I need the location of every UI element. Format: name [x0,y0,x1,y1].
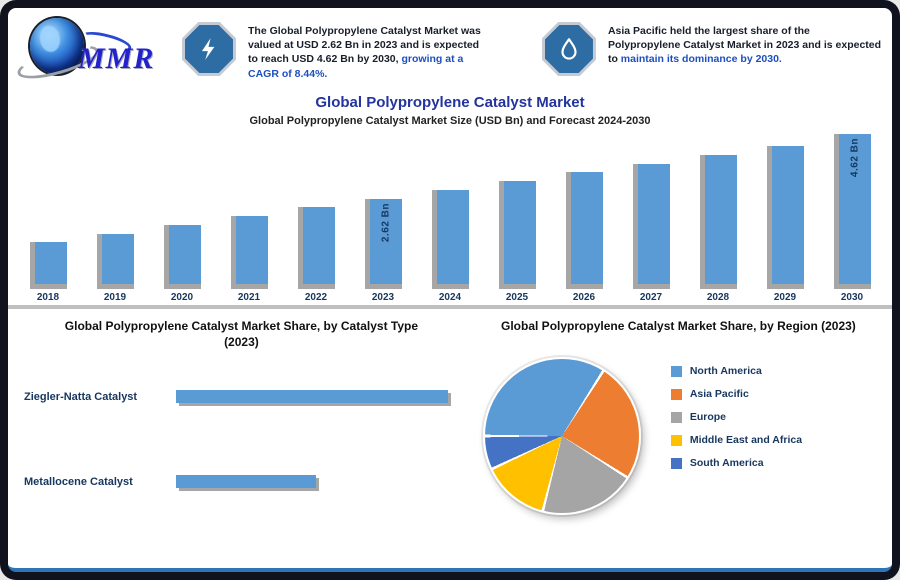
bottom-sections: Global Polypropylene Catalyst Market Sha… [18,309,882,553]
pie-legend: North America Asia Pacific Europe Middle Ea… [670,365,803,480]
catalyst-type-row: Ziegler-Natta Catalyst [24,390,459,404]
infographic-body: MMR The Global Polypropylene Catalyst Ma… [8,8,892,572]
x-axis-year-label: 2019 [103,292,127,303]
bar-column: 2018 [26,242,70,303]
market-size-bar [29,242,67,289]
catalyst-type-row: Metallocene Catalyst [24,475,459,489]
bar-column: 4.62 Bn 2030 [830,134,874,303]
x-axis-year-label: 2024 [438,292,462,303]
page-title: Global Polypropylene Catalyst Market [315,94,585,111]
bar-column: 2.62 Bn 2023 [361,198,405,303]
market-size-bar [766,146,804,289]
bar-column: 2025 [495,181,539,303]
legend-label: North America [689,365,762,378]
x-axis-year-label: 2021 [237,292,261,303]
lightning-icon [201,38,215,60]
logo-text: MMR [78,42,155,75]
legend-swatch [670,365,682,377]
market-size-bar [163,224,201,289]
legend-label: Asia Pacific [689,388,749,401]
header: MMR The Global Polypropylene Catalyst Ma… [14,8,882,88]
catalyst-type-bar [176,390,448,404]
bar-column: 2021 [227,215,271,303]
stat-market-size-text: The Global Polypropylene Catalyst Market… [248,25,481,80]
market-size-bar: 2.62 Bn [364,198,402,289]
stat-highlight: growing at a CAGR of 8.44%. [248,53,464,80]
legend-swatch [670,411,682,423]
x-axis-year-label: 2030 [840,292,864,303]
x-axis-year-label: 2027 [639,292,663,303]
legend-label: Middle East and Africa [689,434,803,447]
title-block: Global Polypropylene Catalyst Market Glo… [18,94,882,127]
legend-item: Asia Pacific [670,388,802,401]
legend-item: South America [670,457,802,470]
badge-market-size [182,22,236,76]
market-size-bar: 4.62 Bn [833,134,871,289]
market-size-bar [632,163,670,289]
legend-swatch [670,388,682,400]
stat-box-region: Asia Pacific held the largest share of t… [541,22,882,76]
x-axis-year-label: 2025 [505,292,529,303]
x-axis-year-label: 2018 [36,292,60,303]
bar-column: 2029 [763,146,807,303]
x-axis-year-label: 2026 [572,292,596,303]
bar-column: 2028 [696,155,740,303]
bar-value-label: 2.62 Bn [380,202,391,243]
market-size-bar [96,233,134,289]
x-axis-year-label: 2029 [773,292,797,303]
region-pie-chart [482,356,641,515]
bar-column: 2026 [562,172,606,303]
bar-column: 2019 [93,233,137,303]
bar-value-label: 4.62 Bn [849,138,860,178]
legend-label: South America [689,457,764,470]
catalyst-type-title: Global Polypropylene Catalyst Market Sha… [64,319,419,349]
region-share-section: Global Polypropylene Catalyst Market Sha… [465,309,882,553]
x-axis-year-label: 2028 [706,292,730,303]
market-size-bar [699,155,737,289]
x-axis-year-label: 2023 [371,292,395,303]
x-axis-year-label: 2022 [304,292,328,303]
x-axis-year-label: 2020 [170,292,194,303]
region-share-title: Global Polypropylene Catalyst Market Sha… [501,319,856,333]
market-size-bar [431,190,469,289]
legend-swatch [670,457,682,469]
bar-column: 2027 [629,163,673,303]
bar-column: 2024 [428,190,472,303]
stat-box-market-size: The Global Polypropylene Catalyst Market… [182,22,486,81]
legend-label: Europe [689,411,726,424]
droplet-icon [561,38,577,60]
catalyst-type-bars: Ziegler-Natta Catalyst Metallocene Cataly… [24,390,459,489]
legend-swatch [670,434,682,446]
stat-region-text: Asia Pacific held the largest share of t… [607,25,882,66]
legend-item: North America [670,365,802,378]
catalyst-type-label: Metallocene Catalyst [24,475,133,488]
market-size-bar [297,207,335,289]
page-subtitle: Global Polypropylene Catalyst Market Siz… [249,115,651,127]
catalyst-type-label: Ziegler-Natta Catalyst [24,390,138,403]
market-size-bar [230,215,268,289]
bar-column: 2022 [294,207,338,303]
catalyst-type-bar [176,475,316,489]
globe-icon [30,18,84,74]
stat-highlight: maintain its dominance by 2030. [620,53,782,66]
bar-column: 2020 [160,224,204,303]
market-size-bar [565,172,603,289]
market-size-bar [498,181,536,289]
region-pie-block: North America Asia Pacific Europe Middle Ea… [475,351,882,541]
catalyst-type-section: Global Polypropylene Catalyst Market Sha… [18,309,465,553]
legend-item: Middle East and Africa [670,434,803,447]
legend-item: Europe [670,411,802,424]
section-divider [8,305,892,309]
market-size-bar-chart: 2018 2019 2020 2021 2022 2.62 Bn 2023 2024 2025 2… [18,131,882,303]
badge-region [541,22,596,76]
mmr-logo: MMR [14,16,168,86]
